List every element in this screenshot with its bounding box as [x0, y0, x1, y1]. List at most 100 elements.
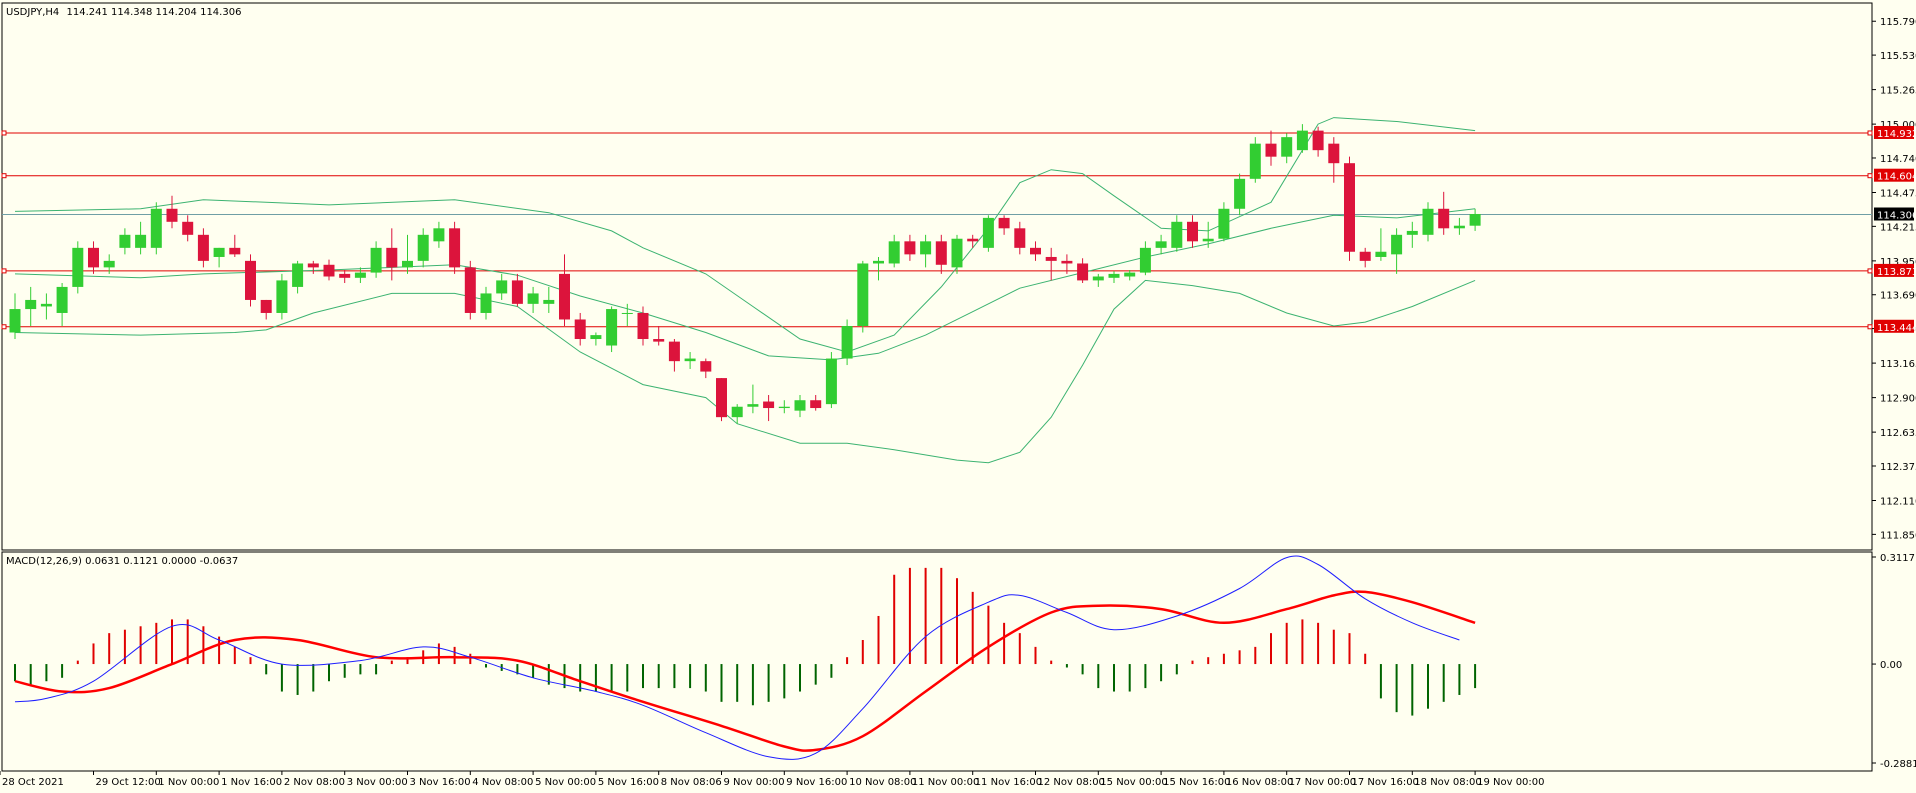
candle-body: [1108, 273, 1120, 278]
price-tick-label: 115.530: [1880, 51, 1916, 62]
candle-body: [684, 358, 696, 362]
level-price-label: 114.932: [1877, 129, 1916, 140]
bollinger-lower: [14, 279, 1476, 464]
macd-indicator: 0.3117 0.00 -0.2881: [14, 553, 1916, 770]
candle: [1045, 247, 1057, 281]
candle-body: [1218, 208, 1230, 239]
level-handle-left[interactable]: [1, 268, 7, 274]
candle-body: [56, 286, 68, 313]
candle: [1344, 156, 1355, 261]
candle: [166, 195, 178, 229]
time-tick-label: 17 Nov 16:00: [1352, 777, 1419, 788]
candle-body: [323, 264, 335, 277]
level-handle-right[interactable]: [1867, 173, 1873, 179]
candle-body: [1171, 221, 1183, 248]
price-tick-label: 113.690: [1880, 291, 1916, 302]
candle-body: [920, 241, 932, 255]
candle-body: [747, 404, 759, 407]
candle: [229, 234, 241, 257]
current-price-box: [1874, 207, 1914, 221]
candle-body: [229, 247, 241, 255]
candle-body: [668, 341, 680, 362]
candle-body: [1359, 251, 1371, 261]
price-pane[interactable]: [1, 2, 1873, 551]
level-price-box: [1874, 168, 1914, 182]
candle: [700, 358, 712, 379]
macd-title: MACD(12,26,9) 0.0631 0.1121 0.0000 -0.06…: [6, 556, 238, 567]
level-handle-left[interactable]: [1, 130, 7, 136]
candle: [716, 378, 727, 422]
candle-body: [1375, 251, 1387, 257]
time-tick-label: 5 Nov 16:00: [598, 777, 659, 788]
level-price-box: [1874, 125, 1914, 139]
candle: [982, 215, 994, 252]
candle: [841, 319, 853, 366]
candle: [402, 234, 413, 274]
candle-body: [873, 260, 884, 264]
candle-body: [559, 273, 570, 320]
level-handle-left[interactable]: [1, 173, 7, 179]
price-tick-label: 114.475: [1880, 188, 1916, 199]
candle: [339, 269, 351, 284]
price-tick-label: 112.635: [1880, 428, 1916, 439]
level-handle-right[interactable]: [1867, 268, 1873, 274]
chart-header: USDJPY,H4 114.241 114.348 114.204 114.30…: [6, 7, 241, 18]
candle: [873, 256, 884, 281]
time-tick-label: 19 Nov 00:00: [1477, 777, 1544, 788]
candle-body: [25, 299, 37, 310]
candle-body: [72, 247, 84, 287]
candle: [731, 404, 743, 424]
time-tick-label: 11 Nov 16:00: [975, 777, 1042, 788]
time-tick-label: 2 Nov 08:00: [284, 777, 345, 788]
candle-body: [88, 247, 99, 268]
candle-body: [354, 272, 366, 278]
candle: [967, 234, 979, 248]
candle: [1171, 215, 1183, 252]
candle-body: [1045, 256, 1057, 261]
macd-main-line: [14, 555, 1460, 760]
candle: [1187, 215, 1198, 248]
candle: [1014, 221, 1026, 255]
candle-body: [40, 303, 52, 307]
time-tick-label: 10 Nov 08:00: [849, 777, 916, 788]
candle: [276, 273, 288, 320]
time-tick-label: 11 Nov 00:00: [912, 777, 979, 788]
candle: [150, 202, 162, 255]
candle-body: [1406, 230, 1418, 235]
time-tick-label: 5 Nov 00:00: [535, 777, 596, 788]
time-axis: 28 Oct 2021 29 Oct 12:001 Nov 00:00 1 Nov …: [0, 771, 1545, 788]
candle-body: [543, 299, 555, 304]
candle: [25, 286, 37, 326]
candle-body: [998, 217, 1010, 229]
price-tick-label: 112.110: [1880, 497, 1916, 508]
candle-body: [1187, 221, 1198, 242]
candle: [1406, 221, 1418, 248]
candle-body: [1139, 247, 1151, 273]
candle: [559, 254, 570, 326]
macd-pane[interactable]: [1, 551, 1873, 772]
level-handle-right[interactable]: [1867, 324, 1873, 330]
candle: [653, 325, 665, 346]
candle-body: [1234, 178, 1246, 209]
time-tick-label: 29 Oct 12:00: [96, 777, 161, 788]
time-tick-label: 9 Nov 00:00: [724, 777, 785, 788]
candle-body: [810, 400, 822, 409]
candle-body: [825, 358, 837, 405]
candle-body: [700, 361, 712, 372]
candle: [292, 260, 304, 294]
candle: [1453, 217, 1465, 235]
level-handle-left[interactable]: [1, 324, 7, 330]
price-tick-label: 114.740: [1880, 154, 1916, 165]
candle: [1092, 273, 1104, 287]
candle-body: [1312, 130, 1324, 151]
candle: [182, 215, 194, 242]
candle: [1359, 247, 1371, 268]
candle: [40, 293, 52, 320]
candle: [1249, 137, 1261, 183]
level-handle-right[interactable]: [1867, 130, 1873, 136]
time-tick-label: 1 Nov 16:00: [221, 777, 282, 788]
candle: [103, 254, 115, 274]
candle-body: [182, 221, 194, 235]
time-tick-label: 18 Nov 08:00: [1414, 777, 1481, 788]
